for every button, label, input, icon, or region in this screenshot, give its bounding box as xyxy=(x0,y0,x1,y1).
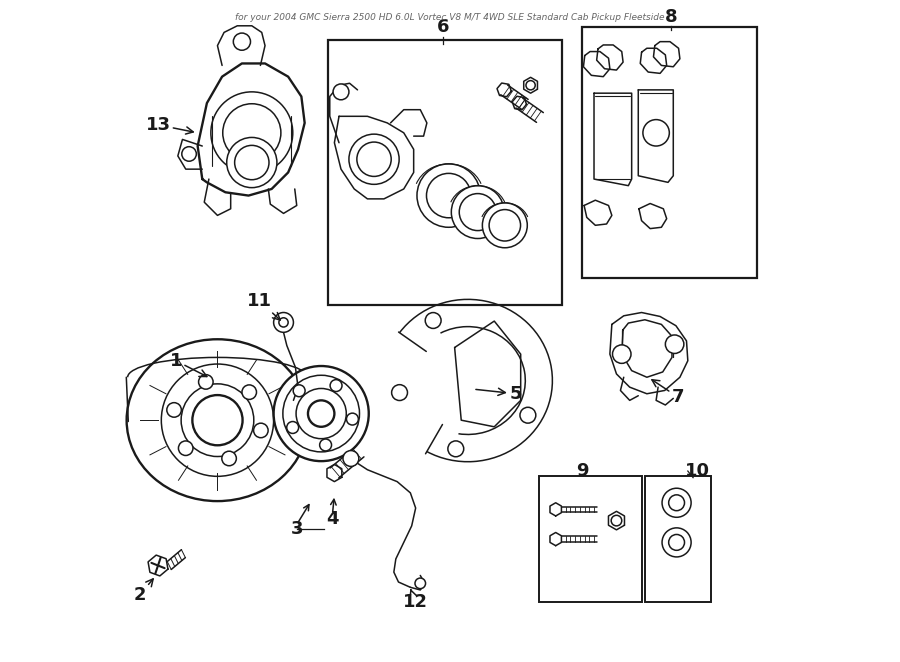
Circle shape xyxy=(333,84,349,100)
Circle shape xyxy=(274,312,293,332)
Circle shape xyxy=(254,423,268,438)
Circle shape xyxy=(669,495,685,510)
Circle shape xyxy=(279,318,288,327)
Text: 9: 9 xyxy=(576,462,589,480)
Text: 2: 2 xyxy=(133,579,153,604)
Circle shape xyxy=(448,441,464,457)
Circle shape xyxy=(343,451,359,467)
Text: 8: 8 xyxy=(665,8,678,26)
Text: 1: 1 xyxy=(169,352,207,377)
Circle shape xyxy=(662,489,691,517)
Circle shape xyxy=(320,439,331,451)
Circle shape xyxy=(227,138,277,187)
Text: 4: 4 xyxy=(326,510,338,528)
Circle shape xyxy=(283,375,359,452)
Circle shape xyxy=(199,375,213,389)
Circle shape xyxy=(211,92,292,173)
Text: 5: 5 xyxy=(476,385,522,402)
Circle shape xyxy=(161,364,274,477)
Circle shape xyxy=(417,164,481,227)
Text: 6: 6 xyxy=(437,18,450,36)
Circle shape xyxy=(489,210,520,241)
Circle shape xyxy=(221,451,237,466)
Circle shape xyxy=(235,146,269,179)
Circle shape xyxy=(330,379,342,391)
Circle shape xyxy=(459,193,496,230)
Text: 3: 3 xyxy=(291,520,303,538)
Circle shape xyxy=(665,335,684,354)
Circle shape xyxy=(182,147,196,162)
Bar xyxy=(582,27,757,278)
Circle shape xyxy=(222,104,281,162)
Circle shape xyxy=(181,384,254,457)
Circle shape xyxy=(613,345,631,363)
Circle shape xyxy=(669,534,685,550)
Text: 10: 10 xyxy=(685,462,710,480)
Text: 7: 7 xyxy=(652,380,684,406)
Circle shape xyxy=(482,203,527,248)
Circle shape xyxy=(349,134,399,184)
Text: for your 2004 GMC Sierra 2500 HD 6.0L Vortec V8 M/T 4WD SLE Standard Cab Pickup : for your 2004 GMC Sierra 2500 HD 6.0L Vo… xyxy=(235,13,665,22)
Circle shape xyxy=(242,385,256,399)
Circle shape xyxy=(425,312,441,328)
Circle shape xyxy=(643,120,670,146)
Circle shape xyxy=(526,81,536,90)
Circle shape xyxy=(520,407,536,423)
Circle shape xyxy=(346,413,358,425)
Circle shape xyxy=(296,389,346,439)
Circle shape xyxy=(166,402,181,417)
Circle shape xyxy=(357,142,392,176)
Circle shape xyxy=(233,33,250,50)
Bar xyxy=(645,477,711,602)
Circle shape xyxy=(308,401,335,427)
Circle shape xyxy=(293,385,305,397)
Text: 13: 13 xyxy=(146,116,194,134)
Text: 11: 11 xyxy=(248,292,280,320)
Bar xyxy=(539,477,642,602)
Circle shape xyxy=(178,441,193,455)
Bar xyxy=(328,40,562,305)
Ellipse shape xyxy=(127,339,309,501)
Circle shape xyxy=(662,528,691,557)
Circle shape xyxy=(287,422,299,434)
Circle shape xyxy=(415,578,426,589)
Circle shape xyxy=(427,173,471,218)
Circle shape xyxy=(611,515,622,526)
Circle shape xyxy=(274,366,369,461)
Text: 12: 12 xyxy=(402,590,428,611)
Circle shape xyxy=(451,185,504,238)
Circle shape xyxy=(193,395,243,446)
Circle shape xyxy=(392,385,408,401)
